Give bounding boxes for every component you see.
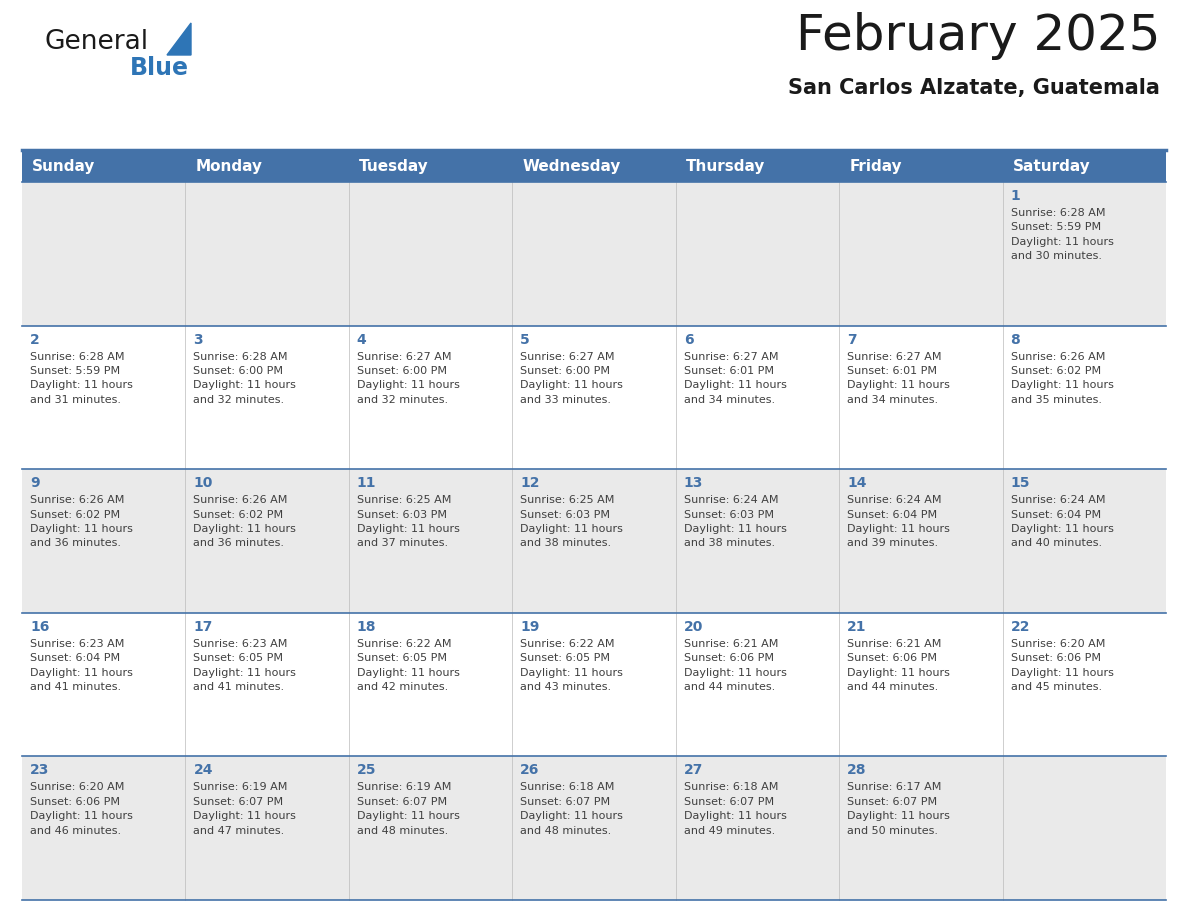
Text: 15: 15 — [1011, 476, 1030, 490]
Text: 1: 1 — [1011, 189, 1020, 203]
Text: Sunrise: 6:27 AM
Sunset: 6:01 PM
Daylight: 11 hours
and 34 minutes.: Sunrise: 6:27 AM Sunset: 6:01 PM Dayligh… — [684, 352, 786, 405]
Text: Sunrise: 6:27 AM
Sunset: 6:00 PM
Daylight: 11 hours
and 32 minutes.: Sunrise: 6:27 AM Sunset: 6:00 PM Dayligh… — [356, 352, 460, 405]
Text: 23: 23 — [30, 764, 50, 778]
Text: Sunrise: 6:26 AM
Sunset: 6:02 PM
Daylight: 11 hours
and 36 minutes.: Sunrise: 6:26 AM Sunset: 6:02 PM Dayligh… — [30, 495, 133, 548]
Text: Sunrise: 6:17 AM
Sunset: 6:07 PM
Daylight: 11 hours
and 50 minutes.: Sunrise: 6:17 AM Sunset: 6:07 PM Dayligh… — [847, 782, 950, 835]
Text: Sunrise: 6:25 AM
Sunset: 6:03 PM
Daylight: 11 hours
and 37 minutes.: Sunrise: 6:25 AM Sunset: 6:03 PM Dayligh… — [356, 495, 460, 548]
Bar — [23, 182, 1165, 326]
Bar — [23, 326, 1165, 469]
Bar — [23, 756, 1165, 900]
Text: 8: 8 — [1011, 332, 1020, 347]
Bar — [23, 613, 1165, 756]
Text: Wednesday: Wednesday — [523, 160, 620, 174]
Text: Sunrise: 6:22 AM
Sunset: 6:05 PM
Daylight: 11 hours
and 42 minutes.: Sunrise: 6:22 AM Sunset: 6:05 PM Dayligh… — [356, 639, 460, 692]
Text: Sunrise: 6:21 AM
Sunset: 6:06 PM
Daylight: 11 hours
and 44 minutes.: Sunrise: 6:21 AM Sunset: 6:06 PM Dayligh… — [684, 639, 786, 692]
Text: 4: 4 — [356, 332, 367, 347]
Text: Sunrise: 6:24 AM
Sunset: 6:04 PM
Daylight: 11 hours
and 40 minutes.: Sunrise: 6:24 AM Sunset: 6:04 PM Dayligh… — [1011, 495, 1113, 548]
Text: 2: 2 — [30, 332, 39, 347]
Text: Tuesday: Tuesday — [359, 160, 429, 174]
Text: Sunrise: 6:18 AM
Sunset: 6:07 PM
Daylight: 11 hours
and 48 minutes.: Sunrise: 6:18 AM Sunset: 6:07 PM Dayligh… — [520, 782, 624, 835]
Text: Sunrise: 6:25 AM
Sunset: 6:03 PM
Daylight: 11 hours
and 38 minutes.: Sunrise: 6:25 AM Sunset: 6:03 PM Dayligh… — [520, 495, 624, 548]
Text: Sunrise: 6:18 AM
Sunset: 6:07 PM
Daylight: 11 hours
and 49 minutes.: Sunrise: 6:18 AM Sunset: 6:07 PM Dayligh… — [684, 782, 786, 835]
Bar — [23, 152, 1165, 182]
Text: Sunrise: 6:28 AM
Sunset: 5:59 PM
Daylight: 11 hours
and 31 minutes.: Sunrise: 6:28 AM Sunset: 5:59 PM Dayligh… — [30, 352, 133, 405]
Text: Friday: Friday — [849, 160, 902, 174]
Text: 28: 28 — [847, 764, 866, 778]
Text: 14: 14 — [847, 476, 866, 490]
Text: Sunrise: 6:28 AM
Sunset: 6:00 PM
Daylight: 11 hours
and 32 minutes.: Sunrise: 6:28 AM Sunset: 6:00 PM Dayligh… — [194, 352, 296, 405]
Text: Sunday: Sunday — [32, 160, 95, 174]
Text: 21: 21 — [847, 620, 866, 633]
Text: Sunrise: 6:26 AM
Sunset: 6:02 PM
Daylight: 11 hours
and 36 minutes.: Sunrise: 6:26 AM Sunset: 6:02 PM Dayligh… — [194, 495, 296, 548]
Text: Sunrise: 6:23 AM
Sunset: 6:05 PM
Daylight: 11 hours
and 41 minutes.: Sunrise: 6:23 AM Sunset: 6:05 PM Dayligh… — [194, 639, 296, 692]
Text: Thursday: Thursday — [685, 160, 765, 174]
Text: Sunrise: 6:24 AM
Sunset: 6:04 PM
Daylight: 11 hours
and 39 minutes.: Sunrise: 6:24 AM Sunset: 6:04 PM Dayligh… — [847, 495, 950, 548]
Text: San Carlos Alzatate, Guatemala: San Carlos Alzatate, Guatemala — [788, 78, 1159, 98]
Text: General: General — [45, 29, 150, 55]
Text: Sunrise: 6:20 AM
Sunset: 6:06 PM
Daylight: 11 hours
and 45 minutes.: Sunrise: 6:20 AM Sunset: 6:06 PM Dayligh… — [1011, 639, 1113, 692]
Text: 16: 16 — [30, 620, 50, 633]
Text: 17: 17 — [194, 620, 213, 633]
Polygon shape — [168, 23, 191, 55]
Text: 10: 10 — [194, 476, 213, 490]
Text: Sunrise: 6:20 AM
Sunset: 6:06 PM
Daylight: 11 hours
and 46 minutes.: Sunrise: 6:20 AM Sunset: 6:06 PM Dayligh… — [30, 782, 133, 835]
Text: 27: 27 — [684, 764, 703, 778]
Text: Blue: Blue — [129, 55, 189, 80]
Text: Monday: Monday — [196, 160, 263, 174]
Text: Sunrise: 6:27 AM
Sunset: 6:00 PM
Daylight: 11 hours
and 33 minutes.: Sunrise: 6:27 AM Sunset: 6:00 PM Dayligh… — [520, 352, 624, 405]
Text: 9: 9 — [30, 476, 39, 490]
Bar — [23, 469, 1165, 613]
Text: 12: 12 — [520, 476, 539, 490]
Text: 24: 24 — [194, 764, 213, 778]
Text: Saturday: Saturday — [1012, 160, 1091, 174]
Text: Sunrise: 6:24 AM
Sunset: 6:03 PM
Daylight: 11 hours
and 38 minutes.: Sunrise: 6:24 AM Sunset: 6:03 PM Dayligh… — [684, 495, 786, 548]
Text: 20: 20 — [684, 620, 703, 633]
Text: Sunrise: 6:22 AM
Sunset: 6:05 PM
Daylight: 11 hours
and 43 minutes.: Sunrise: 6:22 AM Sunset: 6:05 PM Dayligh… — [520, 639, 624, 692]
Text: 11: 11 — [356, 476, 377, 490]
Text: 13: 13 — [684, 476, 703, 490]
Text: 3: 3 — [194, 332, 203, 347]
Text: Sunrise: 6:19 AM
Sunset: 6:07 PM
Daylight: 11 hours
and 48 minutes.: Sunrise: 6:19 AM Sunset: 6:07 PM Dayligh… — [356, 782, 460, 835]
Text: February 2025: February 2025 — [796, 12, 1159, 60]
Text: 6: 6 — [684, 332, 694, 347]
Text: 19: 19 — [520, 620, 539, 633]
Text: Sunrise: 6:21 AM
Sunset: 6:06 PM
Daylight: 11 hours
and 44 minutes.: Sunrise: 6:21 AM Sunset: 6:06 PM Dayligh… — [847, 639, 950, 692]
Text: Sunrise: 6:27 AM
Sunset: 6:01 PM
Daylight: 11 hours
and 34 minutes.: Sunrise: 6:27 AM Sunset: 6:01 PM Dayligh… — [847, 352, 950, 405]
Text: Sunrise: 6:28 AM
Sunset: 5:59 PM
Daylight: 11 hours
and 30 minutes.: Sunrise: 6:28 AM Sunset: 5:59 PM Dayligh… — [1011, 208, 1113, 262]
Text: Sunrise: 6:23 AM
Sunset: 6:04 PM
Daylight: 11 hours
and 41 minutes.: Sunrise: 6:23 AM Sunset: 6:04 PM Dayligh… — [30, 639, 133, 692]
Text: 22: 22 — [1011, 620, 1030, 633]
Text: 25: 25 — [356, 764, 377, 778]
Text: Sunrise: 6:19 AM
Sunset: 6:07 PM
Daylight: 11 hours
and 47 minutes.: Sunrise: 6:19 AM Sunset: 6:07 PM Dayligh… — [194, 782, 296, 835]
Text: Sunrise: 6:26 AM
Sunset: 6:02 PM
Daylight: 11 hours
and 35 minutes.: Sunrise: 6:26 AM Sunset: 6:02 PM Dayligh… — [1011, 352, 1113, 405]
Text: 18: 18 — [356, 620, 377, 633]
Text: 5: 5 — [520, 332, 530, 347]
Text: 26: 26 — [520, 764, 539, 778]
Text: 7: 7 — [847, 332, 857, 347]
